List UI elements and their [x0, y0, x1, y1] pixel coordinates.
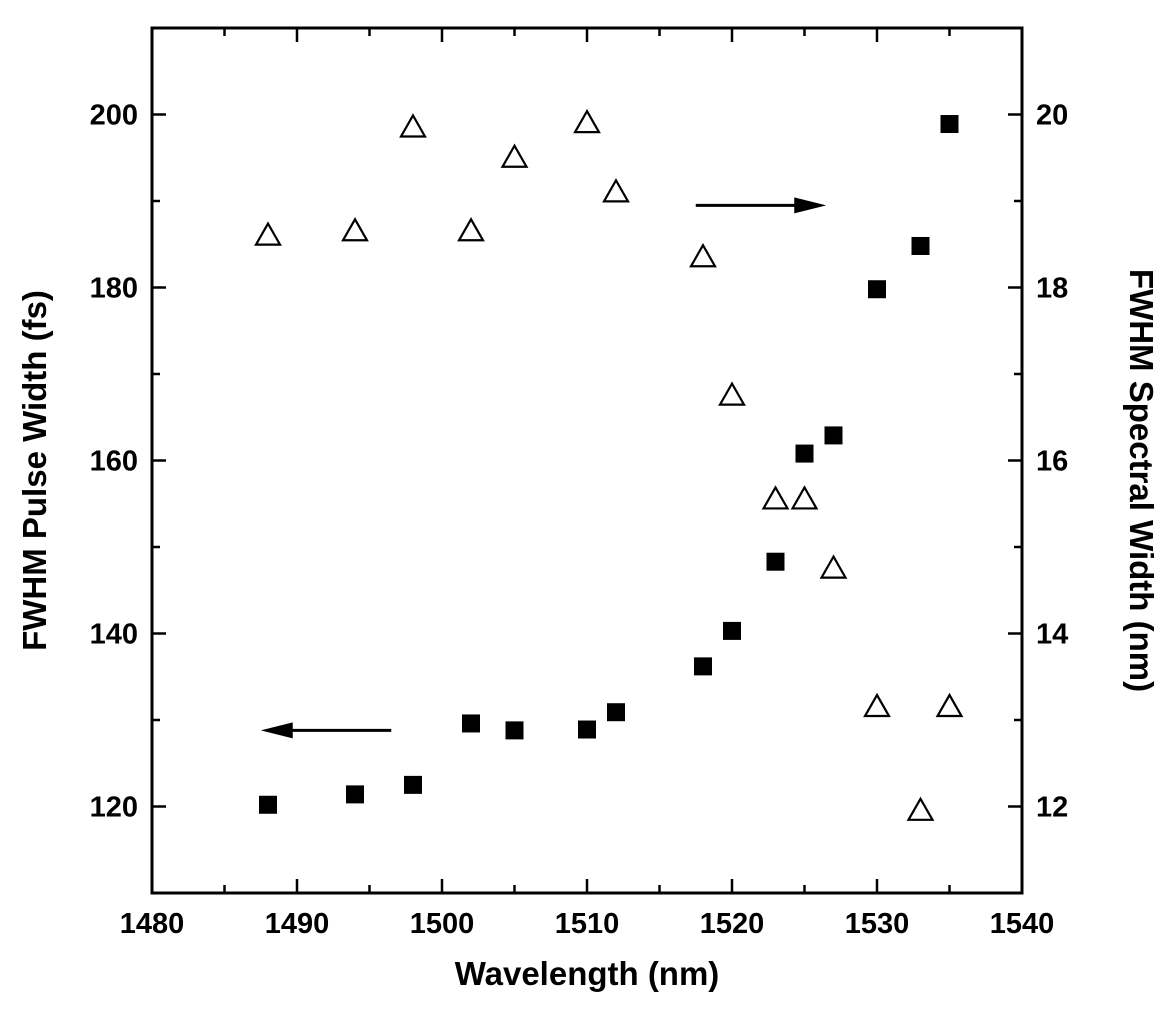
pulse-width-point [795, 444, 814, 463]
pulse-width-point [346, 785, 364, 804]
left-y-tick-label: 120 [90, 792, 138, 824]
x-tick-label: 1530 [845, 908, 910, 940]
left-y-tick-label: 180 [90, 273, 138, 305]
pulse-width-point [911, 236, 930, 255]
pulse-width-point [766, 552, 785, 571]
x-axis-title: Wavelength (nm) [455, 955, 720, 992]
x-tick-label: 1490 [265, 908, 330, 940]
spectral-width-point [254, 221, 282, 246]
spectral-width-point [906, 796, 935, 821]
left-y-tick-label: 160 [90, 446, 138, 478]
spectral-width-point [718, 381, 746, 406]
pulse-width-point [607, 703, 625, 722]
x-tick-label: 1500 [410, 908, 475, 940]
pulse-width-point [404, 775, 422, 794]
pulse-width-point [824, 426, 843, 445]
left-y-tick-label: 140 [90, 619, 138, 651]
right-y-axis-title: FWHM Spectral Width (nm) [1123, 269, 1160, 692]
plot-frame [150, 26, 1024, 895]
left-y-axis-title: FWHM Pulse Width (fs) [16, 290, 53, 651]
arrow-head [794, 197, 827, 214]
spectral-width-point [573, 108, 601, 134]
pulse-width-point [578, 720, 596, 739]
pulse-width-point [259, 795, 277, 814]
data-markers [254, 108, 964, 821]
spectral-width-point [399, 113, 427, 138]
right-y-tick-label: 12 [1036, 792, 1068, 824]
left-y-tick-label: 200 [90, 100, 138, 132]
x-tick-label: 1510 [555, 908, 620, 940]
right-y-tick-label: 14 [1036, 619, 1068, 651]
pulse-width-point [723, 621, 741, 640]
x-tick-label: 1480 [120, 908, 185, 940]
direction-arrows [260, 197, 827, 739]
spectral-width-point [819, 554, 848, 579]
pulse-width-point [868, 280, 886, 299]
right-y-tick-label: 20 [1036, 100, 1068, 132]
pulse-width-point [462, 714, 480, 733]
pulse-width-point [505, 721, 524, 740]
plot-axes [150, 26, 1024, 895]
spectral-width-point [602, 178, 630, 203]
spectral-width-point [689, 243, 717, 268]
x-tick-label: 1540 [990, 908, 1055, 940]
spectral-width-point [341, 217, 369, 242]
spectral-width-point [500, 143, 529, 168]
axis-ticks [150, 26, 1024, 895]
arrow-head [260, 722, 293, 739]
right-y-tick-label: 16 [1036, 446, 1068, 478]
pulse-width-point [694, 657, 712, 676]
spectral-width-point [863, 692, 891, 718]
spectral-width-point [761, 485, 790, 510]
pulse-width-point [940, 115, 959, 134]
spectral-width-point [935, 692, 964, 718]
axis-tick-labels: 1480 1490 1500 1510 1520 1530 1540 120 140 160 180… [90, 100, 1069, 941]
spectral-width-point [457, 217, 485, 242]
x-tick-label: 1520 [700, 908, 765, 940]
right-y-tick-label: 18 [1036, 273, 1068, 305]
spectral-width-point [790, 485, 819, 510]
